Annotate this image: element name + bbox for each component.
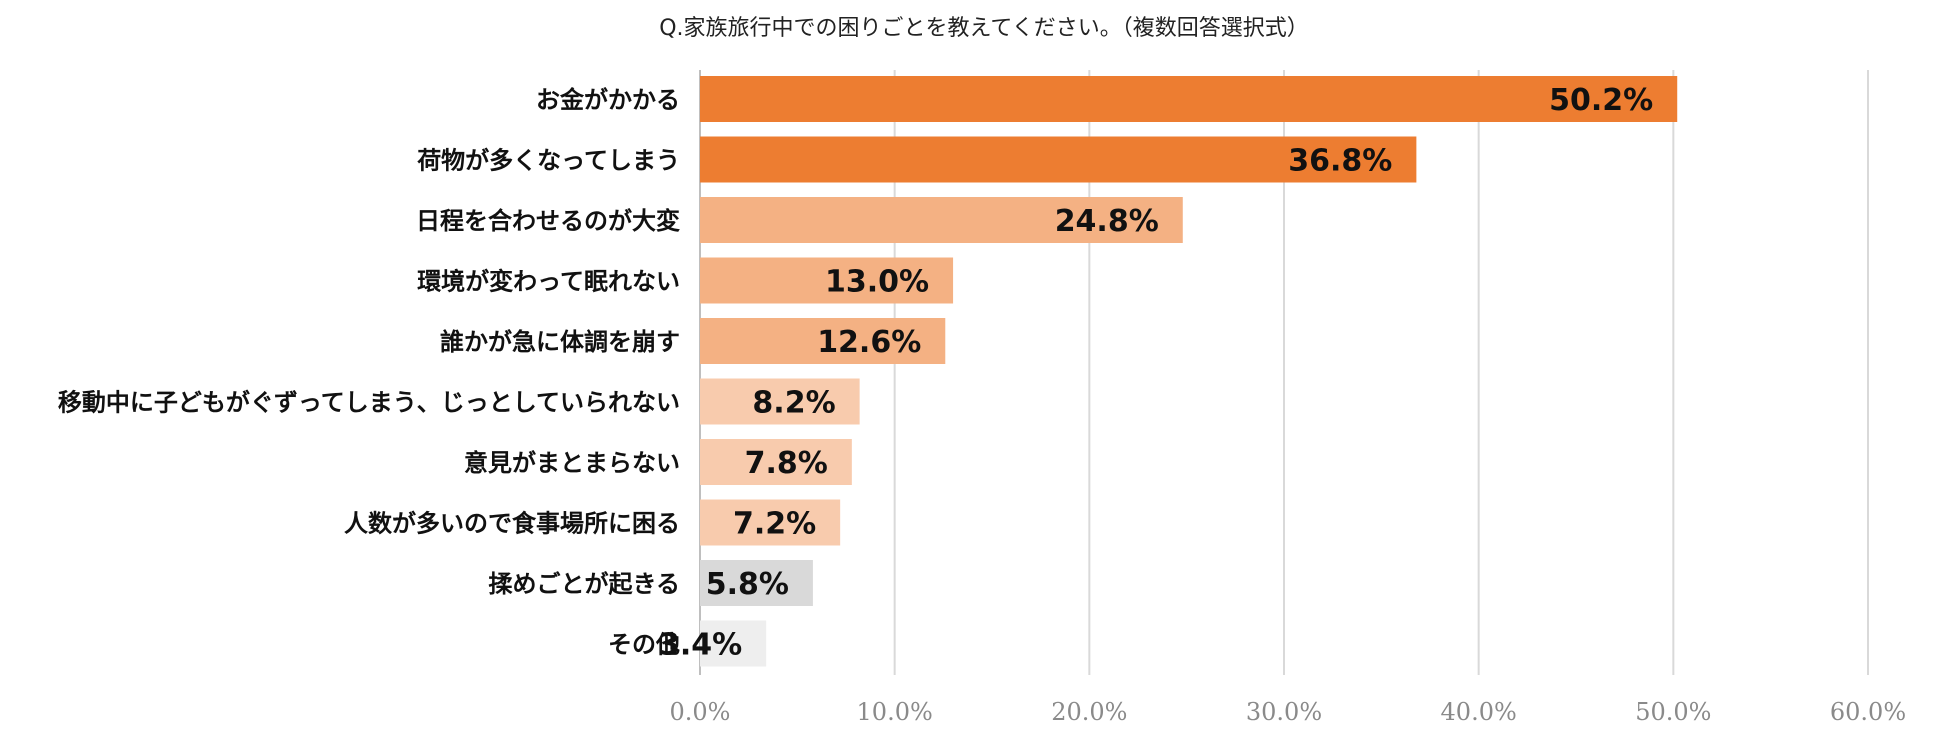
x-tick-label: 30.0% bbox=[1246, 698, 1322, 726]
category-label: その他 bbox=[608, 631, 680, 659]
category-label: 環境が変わって眠れない bbox=[417, 268, 680, 296]
category-label: 揉めごとが起きる bbox=[488, 570, 680, 598]
bars: 50.2% 36.8% 24.8% 13.0% 12.6% 8.2% 7.8% 7.2% 5.8… bbox=[659, 76, 1678, 667]
bar bbox=[700, 257, 954, 304]
x-tick-label: 50.0% bbox=[1635, 698, 1711, 726]
bar bbox=[700, 378, 860, 425]
category-label: 誰かが急に体調を崩す bbox=[440, 328, 680, 356]
bar bbox=[700, 499, 841, 546]
bar bbox=[700, 136, 1417, 183]
x-tick-label: 0.0% bbox=[670, 698, 731, 726]
x-tick-label: 60.0% bbox=[1830, 698, 1906, 726]
x-axis-ticks: 0.0% 10.0% 20.0% 30.0% 40.0% 50.0% 60.0% bbox=[670, 698, 1907, 726]
category-label: 意見がまとまらない bbox=[464, 449, 680, 477]
data-label: 3.4% bbox=[659, 628, 742, 663]
x-tick-label: 40.0% bbox=[1441, 698, 1517, 726]
bar bbox=[700, 439, 852, 485]
bar bbox=[700, 197, 1183, 243]
category-label: 日程を合わせるのが大変 bbox=[416, 207, 680, 235]
bar bbox=[700, 560, 813, 606]
category-labels: お金がかかる荷物が多くなってしまう日程を合わせるのが大変環境が変わって眠れない誰… bbox=[58, 86, 680, 659]
bar bbox=[700, 620, 767, 667]
x-tick-label: 10.0% bbox=[857, 698, 933, 726]
category-label: 人数が多いので食事場所に困る bbox=[344, 510, 680, 538]
data-label: 8.2% bbox=[752, 386, 835, 421]
data-label: 36.8% bbox=[1288, 144, 1392, 179]
chart-title: Q.家族旅行中での困りごとを教えてください。（複数回答選択式） bbox=[659, 16, 1309, 41]
category-label: お金がかかる bbox=[536, 86, 680, 114]
data-label: 7.2% bbox=[733, 507, 816, 542]
data-label: 12.6% bbox=[817, 325, 921, 360]
data-label: 7.8% bbox=[745, 446, 828, 481]
category-label: 荷物が多くなってしまう bbox=[417, 147, 680, 175]
data-label: 5.8% bbox=[706, 567, 789, 602]
data-label: 13.0% bbox=[825, 265, 929, 300]
x-tick-label: 20.0% bbox=[1051, 698, 1127, 726]
data-label: 24.8% bbox=[1055, 204, 1159, 239]
bar bbox=[700, 318, 946, 364]
bar bbox=[700, 76, 1678, 122]
data-label: 50.2% bbox=[1549, 83, 1653, 118]
category-label: 移動中に子どもがぐずってしまう、じっとしていられない bbox=[58, 389, 680, 417]
